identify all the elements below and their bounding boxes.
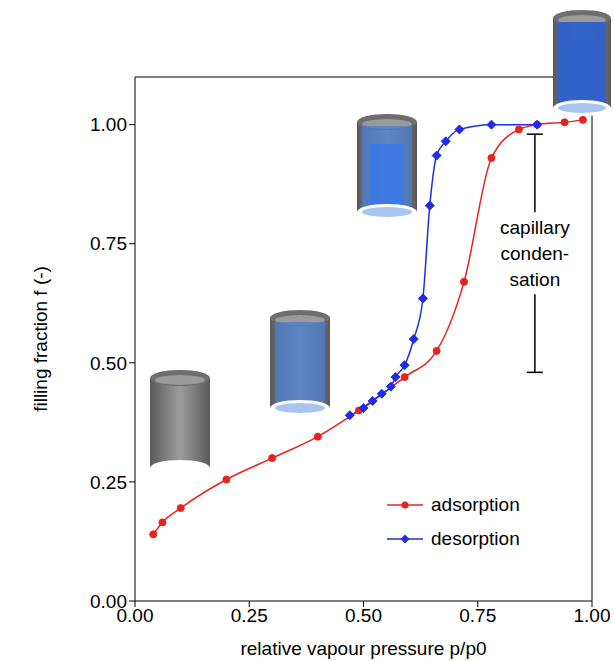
- svg-text:relative vapour pressure p/p0: relative vapour pressure p/p0: [240, 638, 486, 659]
- svg-text:sation: sation: [510, 269, 561, 290]
- svg-text:capillary: capillary: [500, 217, 570, 238]
- svg-text:0.00: 0.00: [90, 591, 127, 612]
- svg-text:1.00: 1.00: [574, 605, 611, 626]
- svg-text:filling fraction f (-): filling fraction f (-): [30, 266, 51, 412]
- svg-text:1.00: 1.00: [90, 114, 127, 135]
- html-text:desorption: desorption: [431, 528, 520, 549]
- svg-text:0.50: 0.50: [90, 353, 127, 374]
- svg-text:0.75: 0.75: [90, 233, 127, 254]
- svg-text:0.25: 0.25: [90, 472, 127, 493]
- svg-text:0.25: 0.25: [231, 605, 268, 626]
- svg-text:0.00: 0.00: [116, 605, 154, 627]
- svg-text:0.75: 0.75: [459, 605, 496, 626]
- svg-text:0.50: 0.50: [345, 605, 382, 626]
- svg-text:conden-: conden-: [501, 243, 570, 264]
- html-text:adsorption: adsorption: [431, 494, 520, 515]
